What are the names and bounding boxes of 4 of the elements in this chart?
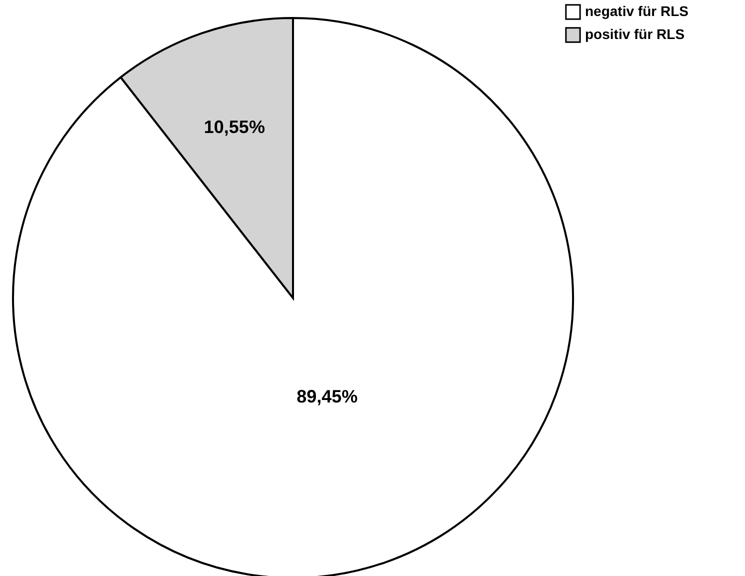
data-label: 10,55%: [204, 116, 265, 137]
legend-label: negativ für RLS: [585, 3, 688, 19]
data-label: 89,45%: [296, 386, 358, 406]
legend-label: positiv für RLS: [585, 26, 685, 42]
